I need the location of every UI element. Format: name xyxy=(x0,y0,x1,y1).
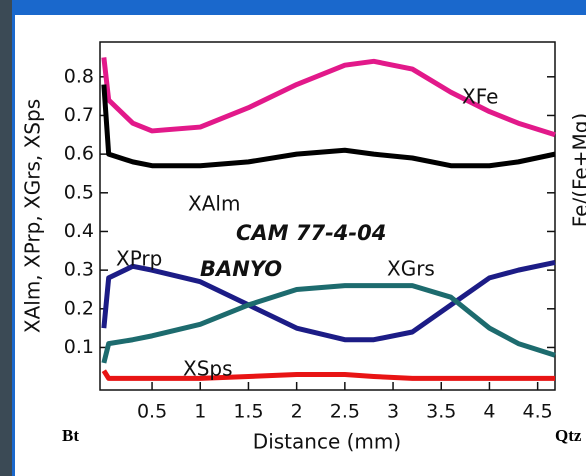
series-line xyxy=(101,57,556,138)
y2-axis-label: Fe/(Fe+Mg) xyxy=(569,113,586,227)
series-label: XGrs xyxy=(387,257,435,281)
sample-label: CAM 77-4-04 xyxy=(236,221,386,245)
y-tick-label: 0.7 xyxy=(64,104,94,126)
y-tick-label: 0.4 xyxy=(64,220,94,242)
series-line xyxy=(101,369,555,381)
y-tick-label: 0.3 xyxy=(64,259,94,281)
photo-strip xyxy=(0,0,12,476)
right-end-label: Qtz xyxy=(555,426,582,445)
plot-frame xyxy=(99,41,556,391)
y-tick-label: 0.1 xyxy=(64,336,94,358)
x-tick-label: 0.5 xyxy=(137,401,167,423)
y-tick-label: 0.2 xyxy=(64,297,94,319)
x-tick-label: 2.5 xyxy=(330,401,360,423)
locality-label: BANYO xyxy=(200,257,282,281)
series-line xyxy=(101,259,556,343)
left-end-label: Bt xyxy=(62,426,79,445)
x-tick-label: 1 xyxy=(194,401,206,423)
y-tick-label: 0.8 xyxy=(64,65,94,87)
x-tick-label: 3.5 xyxy=(426,401,456,423)
x-tick-label: 3 xyxy=(387,401,399,423)
series-line xyxy=(101,283,556,364)
series-label: XSps xyxy=(183,357,233,381)
x-tick-label: 2 xyxy=(291,401,303,423)
y-tick-label: 0.6 xyxy=(64,143,94,165)
x-tick-label: 4.5 xyxy=(523,401,553,423)
y-axis-label: XAlm, XPrp, XGrs, XSps xyxy=(21,99,45,333)
x-tick-label: 4 xyxy=(483,401,495,423)
series-label: XPrp xyxy=(116,247,162,271)
series-label: XAlm xyxy=(188,192,240,216)
x-axis-label: Distance (mm) xyxy=(253,430,401,454)
series-line xyxy=(101,84,556,169)
y-tick-label: 0.5 xyxy=(64,181,94,203)
series-label: XFe xyxy=(462,85,498,109)
x-tick-label: 1.5 xyxy=(233,401,263,423)
